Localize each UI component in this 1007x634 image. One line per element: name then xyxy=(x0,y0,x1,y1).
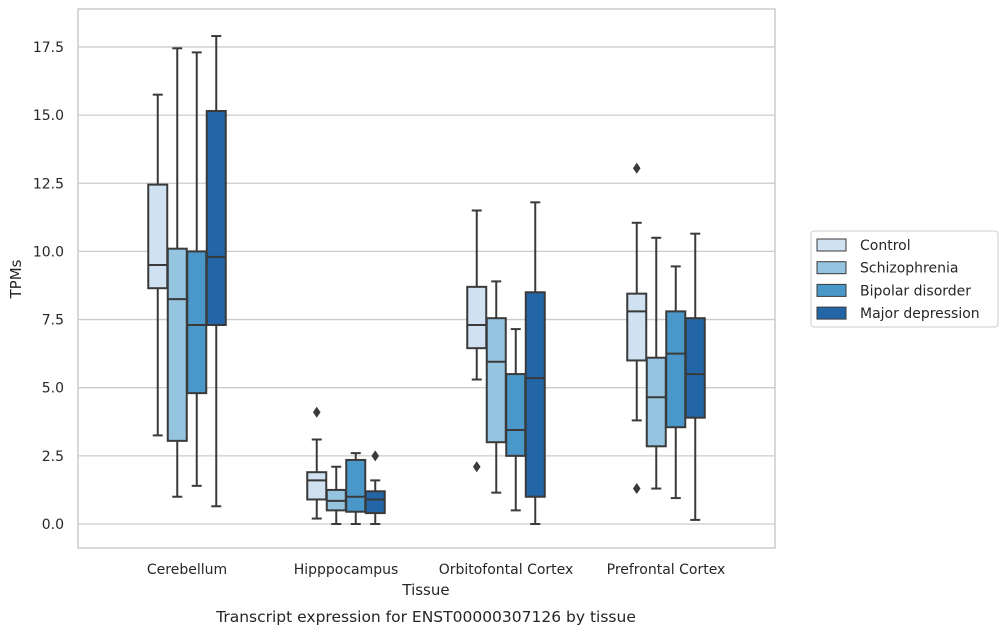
legend-label: Major depression xyxy=(860,306,980,322)
box-body xyxy=(345,458,367,513)
box-body xyxy=(147,183,169,290)
legend-swatch xyxy=(816,261,847,275)
legend-label: Bipolar disorder xyxy=(860,283,971,299)
outlier-marker xyxy=(632,483,641,495)
box-body xyxy=(205,110,227,327)
y-tick-label: 15.0 xyxy=(33,108,64,124)
x-tick-label: Prefrontal Cortex xyxy=(607,562,726,578)
legend-label: Schizophrenia xyxy=(860,261,958,277)
y-tick-label: 7.5 xyxy=(42,313,64,329)
box-4-4 xyxy=(684,232,706,521)
box-4-2 xyxy=(364,450,386,525)
x-tick-label: Cerebellum xyxy=(147,562,227,578)
box-body xyxy=(364,490,386,515)
box-body xyxy=(166,247,188,442)
box-3-2 xyxy=(345,452,367,525)
legend-swatch xyxy=(816,283,847,297)
x-tick-label: Orbitofontal Cortex xyxy=(439,562,574,578)
y-tick-label: 12.5 xyxy=(33,176,64,192)
y-tick-label: 0.0 xyxy=(42,517,64,533)
legend-frame xyxy=(810,230,999,328)
box-2-2 xyxy=(325,465,347,525)
box-3-1 xyxy=(186,51,208,487)
y-tick-label: 17.5 xyxy=(33,40,64,56)
plot-frame xyxy=(77,8,776,549)
box-2-3 xyxy=(485,280,507,494)
box-body xyxy=(306,471,328,501)
box-body xyxy=(665,310,687,429)
outlier-marker xyxy=(472,461,481,473)
legend-swatch xyxy=(816,238,847,252)
box-1-1 xyxy=(147,93,169,437)
box-body xyxy=(466,285,488,350)
y-tick-label: 2.5 xyxy=(42,449,64,465)
legend: Control Schizophrenia Bipolar disorder Majo… xyxy=(810,230,999,328)
box-groups xyxy=(147,35,706,525)
y-tick-label: 5.0 xyxy=(42,381,64,397)
outlier-marker xyxy=(632,162,641,174)
box-body xyxy=(684,317,706,419)
chart-caption: Transcript expression for ENST0000030712… xyxy=(215,608,636,626)
box-1-2 xyxy=(306,406,328,520)
y-tick-label: 10.0 xyxy=(33,244,64,260)
outlier-marker xyxy=(312,406,321,418)
box-4-1 xyxy=(205,35,227,508)
box-body xyxy=(645,356,667,448)
y-tick-labels: 0.0 2.5 5.0 7.5 10.0 12.5 15.0 17.5 xyxy=(33,40,64,533)
outlier-marker xyxy=(371,450,380,462)
box-body xyxy=(524,291,546,498)
box-1-3 xyxy=(466,209,488,473)
box-body xyxy=(505,373,527,457)
box-4-3 xyxy=(524,201,546,525)
y-axis-label: TPMs xyxy=(7,259,25,299)
box-1-4 xyxy=(626,162,648,495)
legend-swatch xyxy=(816,306,847,320)
box-3-3 xyxy=(505,328,527,512)
box-body xyxy=(626,292,648,362)
x-axis-label: Tissue xyxy=(401,581,449,599)
legend-label: Control xyxy=(860,238,911,254)
box-body xyxy=(485,317,507,444)
x-tick-label: Hipppocampus xyxy=(294,562,399,578)
box-body xyxy=(186,250,208,395)
x-tick-labels: Cerebellum Hipppocampus Orbitofontal Corte… xyxy=(147,562,725,578)
